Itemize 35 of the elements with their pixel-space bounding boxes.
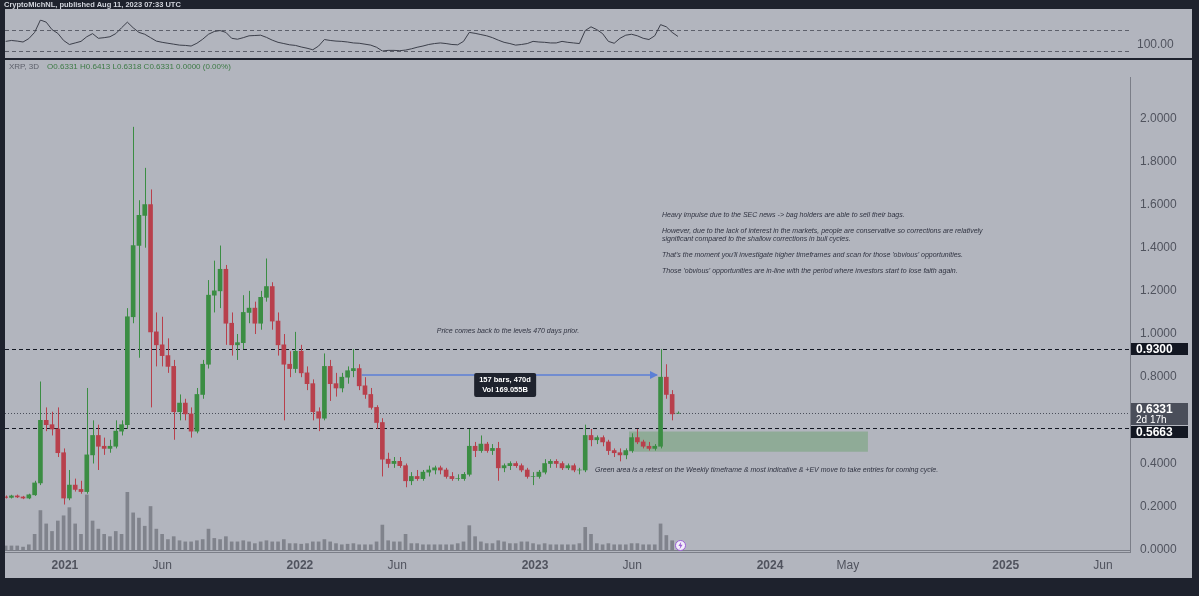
x-tick-label: 2021 — [51, 557, 79, 572]
x-tick-label: Jun — [622, 557, 642, 572]
y-tick-label: 0.2000 — [1140, 498, 1178, 513]
candlestick — [293, 331, 298, 374]
y-tick-label: 1.8000 — [1140, 153, 1178, 168]
y-tick-label: 2.0000 — [1140, 110, 1178, 125]
candlestick — [530, 471, 536, 486]
ref-line-label: 0.5663 — [1131, 424, 1188, 439]
x-tick-label: Jun — [387, 557, 407, 572]
candlestick — [182, 398, 188, 421]
text: O0.6331 H0.6413 L0.6318 C0.6331 0.0000 (0.00%) — [47, 62, 231, 72]
candlestick — [67, 469, 72, 501]
y-tick-label: 1.6000 — [1140, 196, 1178, 211]
text: 100.00 — [1137, 37, 1174, 51]
x-tick-label: Jun — [1093, 557, 1113, 572]
ref-line-label: 0.6331 2d 17h — [1135, 401, 1174, 425]
x-tick-label: 2022 — [286, 557, 314, 572]
candlestick — [90, 419, 95, 465]
candlestick — [177, 393, 182, 421]
chart-title: XRP, 3D — [9, 62, 40, 72]
x-tick-label: 2024 — [756, 557, 784, 572]
x-tick-label: May — [836, 557, 860, 572]
y-tick-label: 1.0000 — [1140, 326, 1178, 341]
x-tick-label: 2023 — [521, 557, 549, 572]
candlestick — [675, 410, 681, 414]
candlestick — [298, 344, 304, 378]
y-tick-label: 1.4000 — [1140, 240, 1178, 255]
x-tick-label: 2025 — [992, 557, 1020, 572]
y-tick-label: 0.4000 — [1140, 455, 1178, 470]
ref-line-label: 0.9300 — [1131, 342, 1188, 357]
x-tick-label: Jun — [152, 557, 172, 572]
y-tick-label: 0.0000 — [1140, 542, 1178, 557]
y-tick-label: 0.8000 — [1140, 369, 1178, 384]
candlestick — [495, 441, 501, 482]
y-tick-label: 1.2000 — [1140, 283, 1178, 298]
